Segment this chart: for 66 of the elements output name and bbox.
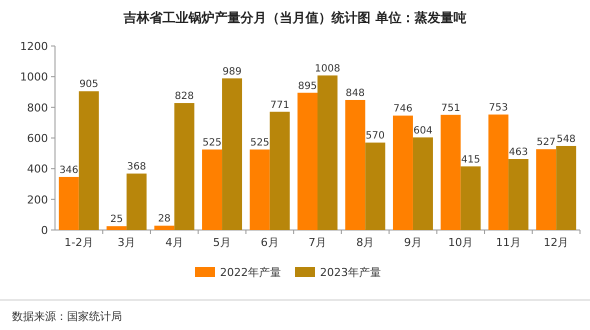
x-tick-label: 12月 <box>544 236 569 249</box>
data-label: 525 <box>202 138 222 148</box>
data-label: 548 <box>556 134 576 145</box>
bar <box>412 137 433 230</box>
x-tick-label: 9月 <box>404 236 422 249</box>
bar <box>126 174 147 230</box>
legend-label: 2022年产量 <box>220 266 281 279</box>
bar <box>106 226 127 230</box>
bar <box>556 146 576 230</box>
x-tick-label: 11月 <box>496 236 521 249</box>
bar <box>250 150 270 230</box>
data-label: 771 <box>270 100 290 111</box>
y-tick-label: 1000 <box>20 70 48 84</box>
source-note: 数据来源：国家统计局 <box>12 310 122 323</box>
data-label: 848 <box>346 88 365 99</box>
data-label: 25 <box>110 214 123 226</box>
bar <box>460 166 481 230</box>
legend-label: 2023年产量 <box>320 266 381 279</box>
data-label: 525 <box>250 138 270 148</box>
bar <box>488 114 508 230</box>
y-tick-label: 200 <box>27 193 48 206</box>
bar <box>58 176 79 230</box>
data-label: 746 <box>393 104 412 115</box>
bar <box>174 103 194 230</box>
data-label: 895 <box>298 80 318 92</box>
x-tick-label: 1-2月 <box>64 236 94 249</box>
data-label: 28 <box>158 214 171 225</box>
bar <box>298 92 318 230</box>
bar <box>222 78 242 230</box>
chart-title: 吉林省工业锅炉产量分月（当月值）统计图 单位：蒸发量吨 <box>122 10 466 26</box>
data-label: 604 <box>413 125 432 136</box>
data-label: 753 <box>488 102 508 114</box>
data-label: 905 <box>79 79 98 90</box>
y-tick-label: 0 <box>41 224 48 237</box>
bar <box>536 149 556 230</box>
x-tick-label: 6月 <box>260 236 279 249</box>
data-label: 1008 <box>314 63 340 74</box>
x-tick-label: 5月 <box>213 236 232 249</box>
data-label: 828 <box>174 91 194 102</box>
y-tick-label: 400 <box>27 162 48 176</box>
bar <box>440 114 461 230</box>
x-tick-label: 3月 <box>118 236 136 249</box>
data-label: 346 <box>59 164 78 176</box>
bar <box>270 112 290 230</box>
data-label: 989 <box>222 66 242 78</box>
bar <box>154 226 174 230</box>
bar <box>508 159 528 230</box>
bar <box>78 91 99 230</box>
data-label: 570 <box>366 130 385 142</box>
x-tick-label: 8月 <box>356 236 374 249</box>
data-label: 527 <box>536 137 556 148</box>
bar <box>345 100 366 230</box>
bar <box>318 75 338 230</box>
data-label: 415 <box>461 154 480 166</box>
bar <box>202 150 222 230</box>
data-label: 463 <box>508 147 528 158</box>
y-tick-label: 1200 <box>20 40 48 53</box>
y-tick-label: 600 <box>27 132 48 145</box>
y-tick-label: 800 <box>27 101 48 114</box>
x-tick-label: 10月 <box>448 236 474 249</box>
bar <box>392 116 413 230</box>
bar <box>365 142 386 230</box>
data-label: 751 <box>441 102 460 114</box>
data-label: 368 <box>127 162 146 173</box>
x-tick-label: 7月 <box>308 236 326 249</box>
x-tick-label: 4月 <box>165 236 184 249</box>
